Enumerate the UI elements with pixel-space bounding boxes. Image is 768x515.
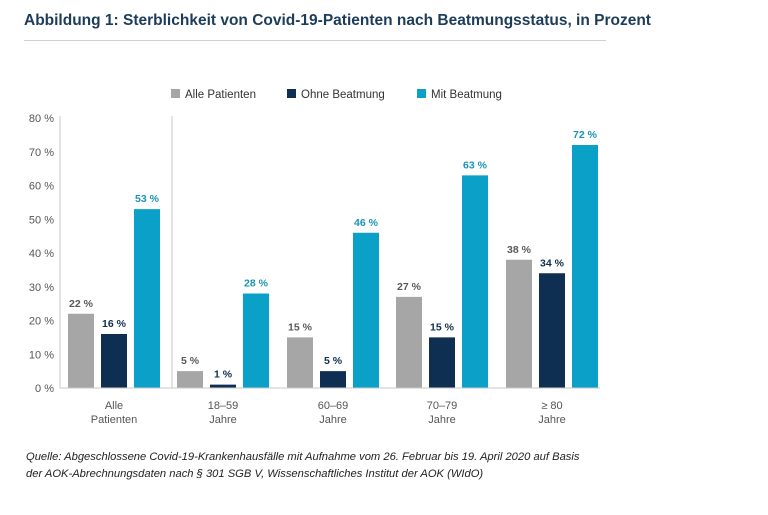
bar bbox=[287, 337, 313, 388]
data-label: 28 % bbox=[244, 278, 269, 290]
bar bbox=[320, 371, 346, 388]
y-tick-label: 50 % bbox=[29, 214, 54, 226]
data-label: 1 % bbox=[214, 369, 233, 381]
data-label: 5 % bbox=[324, 355, 343, 367]
data-label: 34 % bbox=[540, 257, 565, 269]
legend-label: Alle Patienten bbox=[185, 89, 256, 101]
category-label: Jahre bbox=[209, 414, 237, 426]
data-label: 72 % bbox=[573, 129, 598, 141]
y-tick-label: 80 % bbox=[29, 113, 54, 125]
data-label: 53 % bbox=[135, 193, 160, 205]
bar bbox=[101, 334, 127, 388]
title-divider bbox=[24, 40, 606, 41]
x-axis: Alle Patienten 18–59 Jahre 60–69 Jahre 70–79 Ja… bbox=[60, 116, 600, 426]
category-label: 70–79 bbox=[427, 400, 458, 412]
category-label: Patienten bbox=[91, 414, 137, 426]
bar bbox=[68, 313, 94, 388]
data-label: 16 % bbox=[102, 318, 127, 330]
chart-legend: Alle Patienten Ohne Beatmung Mit Beatmung bbox=[171, 89, 502, 101]
y-tick-label: 10 % bbox=[29, 349, 54, 361]
y-tick-label: 20 % bbox=[29, 316, 54, 328]
category-label: Alle bbox=[105, 400, 123, 412]
category-label: 60–69 bbox=[318, 400, 349, 412]
data-label: 63 % bbox=[463, 159, 488, 171]
legend-label: Mit Beatmung bbox=[431, 89, 502, 101]
y-tick-label: 60 % bbox=[29, 181, 54, 193]
category-label: Jahre bbox=[428, 414, 456, 426]
bar bbox=[353, 232, 379, 388]
legend-swatch bbox=[417, 89, 426, 98]
bar bbox=[462, 175, 488, 388]
bar bbox=[134, 209, 160, 388]
bar-series: 22 % 5 % 15 % 27 % 38 % 16 % 1 % 5 % 15 % 34 % 53 … bbox=[68, 129, 598, 388]
source-note: Quelle: Abgeschlossene Covid-19-Krankenh… bbox=[26, 449, 726, 483]
y-tick-label: 0 % bbox=[35, 383, 54, 395]
category-label: Jahre bbox=[319, 414, 347, 426]
bar-chart: Alle Patienten Ohne Beatmung Mit Beatmung … bbox=[29, 89, 600, 426]
legend-label: Ohne Beatmung bbox=[301, 89, 385, 101]
bar bbox=[572, 145, 598, 388]
figure-title: Abbildung 1: Sterblichkeit von Covid-19-… bbox=[24, 12, 651, 29]
data-label: 5 % bbox=[181, 355, 200, 367]
y-tick-label: 40 % bbox=[29, 248, 54, 260]
legend-swatch bbox=[287, 89, 296, 98]
data-label: 15 % bbox=[288, 321, 313, 333]
bar bbox=[539, 273, 565, 388]
y-tick-label: 30 % bbox=[29, 282, 54, 294]
data-label: 27 % bbox=[397, 281, 422, 293]
y-axis: 0 % 10 % 20 % 30 % 40 % 50 % 60 % 70 % 80 % bbox=[29, 113, 61, 395]
bar bbox=[396, 296, 422, 388]
bar bbox=[177, 371, 203, 388]
data-label: 46 % bbox=[354, 217, 379, 229]
source-line-1: Quelle: Abgeschlossene Covid-19-Krankenh… bbox=[26, 451, 580, 463]
category-label: ≥ 80 bbox=[541, 400, 562, 412]
data-label: 15 % bbox=[430, 321, 455, 333]
y-tick-label: 70 % bbox=[29, 147, 54, 159]
bar bbox=[243, 293, 269, 388]
legend-swatch bbox=[171, 89, 180, 98]
source-line-2: der AOK-Abrechnungsdaten nach § 301 SGB … bbox=[26, 468, 484, 480]
data-label: 22 % bbox=[69, 298, 94, 310]
category-label: Jahre bbox=[538, 414, 566, 426]
bar bbox=[506, 259, 532, 388]
category-label: 18–59 bbox=[208, 400, 239, 412]
data-label: 38 % bbox=[507, 244, 532, 256]
bar bbox=[429, 337, 455, 388]
bar bbox=[210, 384, 236, 388]
